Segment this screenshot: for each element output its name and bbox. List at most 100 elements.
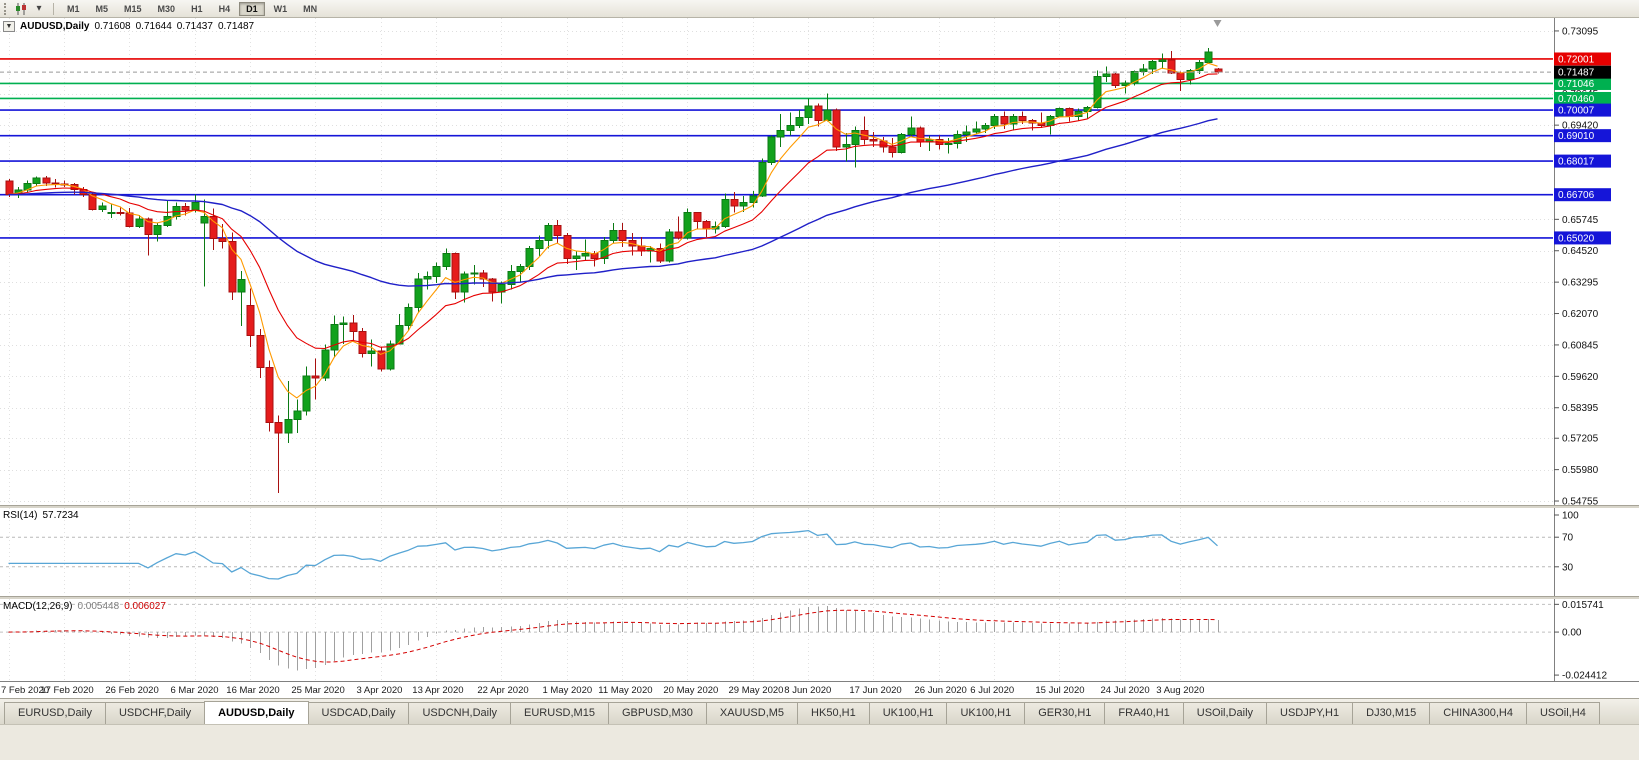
svg-text:0.71046: 0.71046 [1558, 79, 1595, 90]
chart-close-value: 0.71487 [217, 21, 255, 32]
chart-symbol-label: AUDUSD,Daily [20, 21, 90, 32]
chart-tab-usdcad-daily[interactable]: USDCAD,Daily [307, 702, 410, 724]
timeframe-h4-button[interactable]: H4 [218, 3, 231, 14]
toolbar-grip[interactable] [4, 2, 8, 15]
time-axis-label: 3 Aug 2020 [1156, 685, 1205, 696]
macd-name: MACD(12,26,9) [3, 601, 73, 612]
time-axis-label: 15 Jul 2020 [1035, 685, 1085, 696]
rsi-value: 57.7234 [42, 510, 79, 521]
time-axis[interactable]: 7 Feb 2020 17 Feb 2020 26 Feb 2020 6 Mar 20… [0, 681, 1639, 698]
svg-text:0.58395: 0.58395 [1562, 403, 1599, 414]
chart-tab-usdcnh-daily[interactable]: USDCNH,Daily [408, 702, 512, 724]
collapse-chart-button[interactable]: ▼ [3, 21, 15, 32]
chart-tab-audusd-daily[interactable]: AUDUSD,Daily [204, 701, 309, 724]
candlestick-chart-icon[interactable] [12, 2, 30, 16]
svg-text:0.70460: 0.70460 [1558, 94, 1595, 105]
chart-tab-usdchf-daily[interactable]: USDCHF,Daily [104, 702, 206, 724]
chart-tab-usoil-h4[interactable]: USOil,H4 [1525, 702, 1600, 724]
svg-text:0.55980: 0.55980 [1562, 465, 1599, 476]
time-axis-label: 29 May 2020 [728, 685, 784, 696]
chart-high-value: 0.71644 [135, 21, 172, 32]
chart-tab-eurusd-daily[interactable]: EURUSD,Daily [4, 702, 106, 724]
chart-tab-xauusd-m5[interactable]: XAUUSD,M5 [705, 702, 799, 724]
timeframe-m15-button[interactable]: M15 [124, 3, 142, 14]
timeframe-d1-button[interactable]: D1 [239, 1, 265, 16]
chart-tab-hk50-h1[interactable]: HK50,H1 [797, 702, 870, 724]
chart-tab-gbpusd-m30[interactable]: GBPUSD,M30 [607, 702, 707, 724]
svg-text:0.60845: 0.60845 [1562, 340, 1599, 351]
timeframe-w1-button[interactable]: W1 [273, 3, 288, 14]
chart-tab-usdjpy-h1[interactable]: USDJPY,H1 [1266, 702, 1354, 724]
chart-title: ▼ AUDUSD,Daily 0.71608 0.71644 0.71437 0… [3, 21, 254, 32]
time-axis-label: 25 Mar 2020 [291, 685, 345, 696]
timeframe-m1-button[interactable]: M1 [67, 3, 80, 14]
svg-text:0.70007: 0.70007 [1558, 106, 1595, 117]
svg-text:0.72001: 0.72001 [1558, 54, 1595, 65]
time-axis-label: 20 May 2020 [663, 685, 719, 696]
svg-text:0.69420: 0.69420 [1562, 121, 1599, 132]
time-axis-label: 6 Mar 2020 [170, 685, 219, 696]
svg-text:0.68017: 0.68017 [1558, 157, 1595, 168]
rsi-indicator-canvas[interactable]: 100 70 30 [0, 508, 1639, 596]
macd-indicator-canvas[interactable]: 0.015741 0.00 -0.024412 [0, 599, 1639, 681]
timeframe-m30-button[interactable]: M30 [157, 3, 176, 14]
time-axis-label: 26 Jun 2020 [914, 685, 967, 696]
chart-tab-fra40-h1[interactable]: FRA40,H1 [1104, 702, 1184, 724]
time-axis-label: 24 Jul 2020 [1100, 685, 1150, 696]
svg-text:0.71487: 0.71487 [1558, 68, 1595, 79]
chart-tab-usoil-daily[interactable]: USOil,Daily [1182, 702, 1268, 724]
time-axis-label: 8 Jun 2020 [784, 685, 832, 696]
chart-tab-dj30-m15[interactable]: DJ30,M15 [1352, 702, 1431, 724]
svg-text:0.73095: 0.73095 [1562, 26, 1599, 37]
time-axis-label: 17 Jun 2020 [849, 685, 902, 696]
time-axis-label: 17 Feb 2020 [40, 685, 94, 696]
timeframe-m5-button[interactable]: M5 [95, 3, 109, 14]
chart-window: 0.730950.706450.694200.657450.645200.632… [0, 18, 1639, 698]
svg-text:0.62070: 0.62070 [1562, 309, 1599, 320]
rsi-label: RSI(14) 57.7234 [3, 510, 79, 521]
timeframe-h1-button[interactable]: H1 [191, 3, 203, 14]
svg-text:0.00: 0.00 [1562, 628, 1582, 639]
svg-text:0.63295: 0.63295 [1562, 278, 1599, 289]
panel-divider[interactable] [0, 505, 1639, 508]
svg-text:0.015741: 0.015741 [1562, 600, 1604, 611]
chart-tab-ger30-h1[interactable]: GER30,H1 [1024, 702, 1106, 724]
svg-text:0.54755: 0.54755 [1562, 497, 1599, 505]
price-chart-canvas[interactable]: 0.730950.706450.694200.657450.645200.632… [0, 18, 1639, 505]
toolbar-separator [53, 2, 54, 15]
chart-tab-eurusd-m15[interactable]: EURUSD,M15 [510, 702, 609, 724]
svg-text:100: 100 [1562, 511, 1579, 522]
chart-dropdown-icon[interactable]: ▾ [36, 3, 42, 14]
timeframes-toolbar: ▾ M1 M5 M15 M30 H1 H4 D1 W1 MN [0, 0, 1639, 18]
chart-low-value: 0.71437 [176, 21, 213, 32]
timeframe-mn-button[interactable]: MN [303, 3, 318, 14]
svg-text:-0.024412: -0.024412 [1562, 671, 1607, 681]
chart-tabs-bar: EURUSD,Daily USDCHF,Daily AUDUSD,Daily USDC… [0, 698, 1639, 724]
svg-text:0.65020: 0.65020 [1558, 233, 1595, 244]
svg-text:0.64520: 0.64520 [1562, 246, 1599, 257]
macd-signal-value: 0.006027 [124, 601, 166, 612]
macd-indicator-panel: 0.015741 0.00 -0.024412 MACD(12,26,9) 0.00… [0, 599, 1639, 681]
time-axis-label: 3 Apr 2020 [356, 685, 403, 696]
svg-text:0.69010: 0.69010 [1558, 131, 1595, 142]
chart-tab-uk100-h1[interactable]: UK100,H1 [946, 702, 1026, 724]
chart-shift-marker-icon[interactable] [1213, 20, 1222, 27]
time-axis-label: 22 Apr 2020 [477, 685, 529, 696]
time-axis-label: 6 Jul 2020 [970, 685, 1015, 696]
svg-text:0.59620: 0.59620 [1562, 372, 1599, 383]
chart-tab-uk100-h1[interactable]: UK100,H1 [868, 702, 948, 724]
svg-text:30: 30 [1562, 562, 1574, 573]
timeframe-buttons: M1 M5 M15 M30 H1 H4 D1 W1 MN [59, 1, 325, 16]
time-axis-label: 11 May 2020 [598, 685, 653, 696]
macd-main-value: 0.005448 [77, 601, 120, 612]
panel-divider[interactable] [0, 596, 1639, 599]
rsi-indicator-panel: 100 70 30 RSI(14) 57.7234 [0, 508, 1639, 596]
time-axis-label: 16 Mar 2020 [226, 685, 280, 696]
chart-tab-china300-h4[interactable]: CHINA300,H4 [1429, 702, 1527, 724]
svg-text:0.57205: 0.57205 [1562, 434, 1599, 445]
chart-open-value: 0.71608 [94, 21, 131, 32]
time-axis-label: 26 Feb 2020 [105, 685, 159, 696]
time-axis-label: 13 Apr 2020 [412, 685, 464, 696]
time-axis-label: 7 Feb 2020 [1, 685, 50, 696]
